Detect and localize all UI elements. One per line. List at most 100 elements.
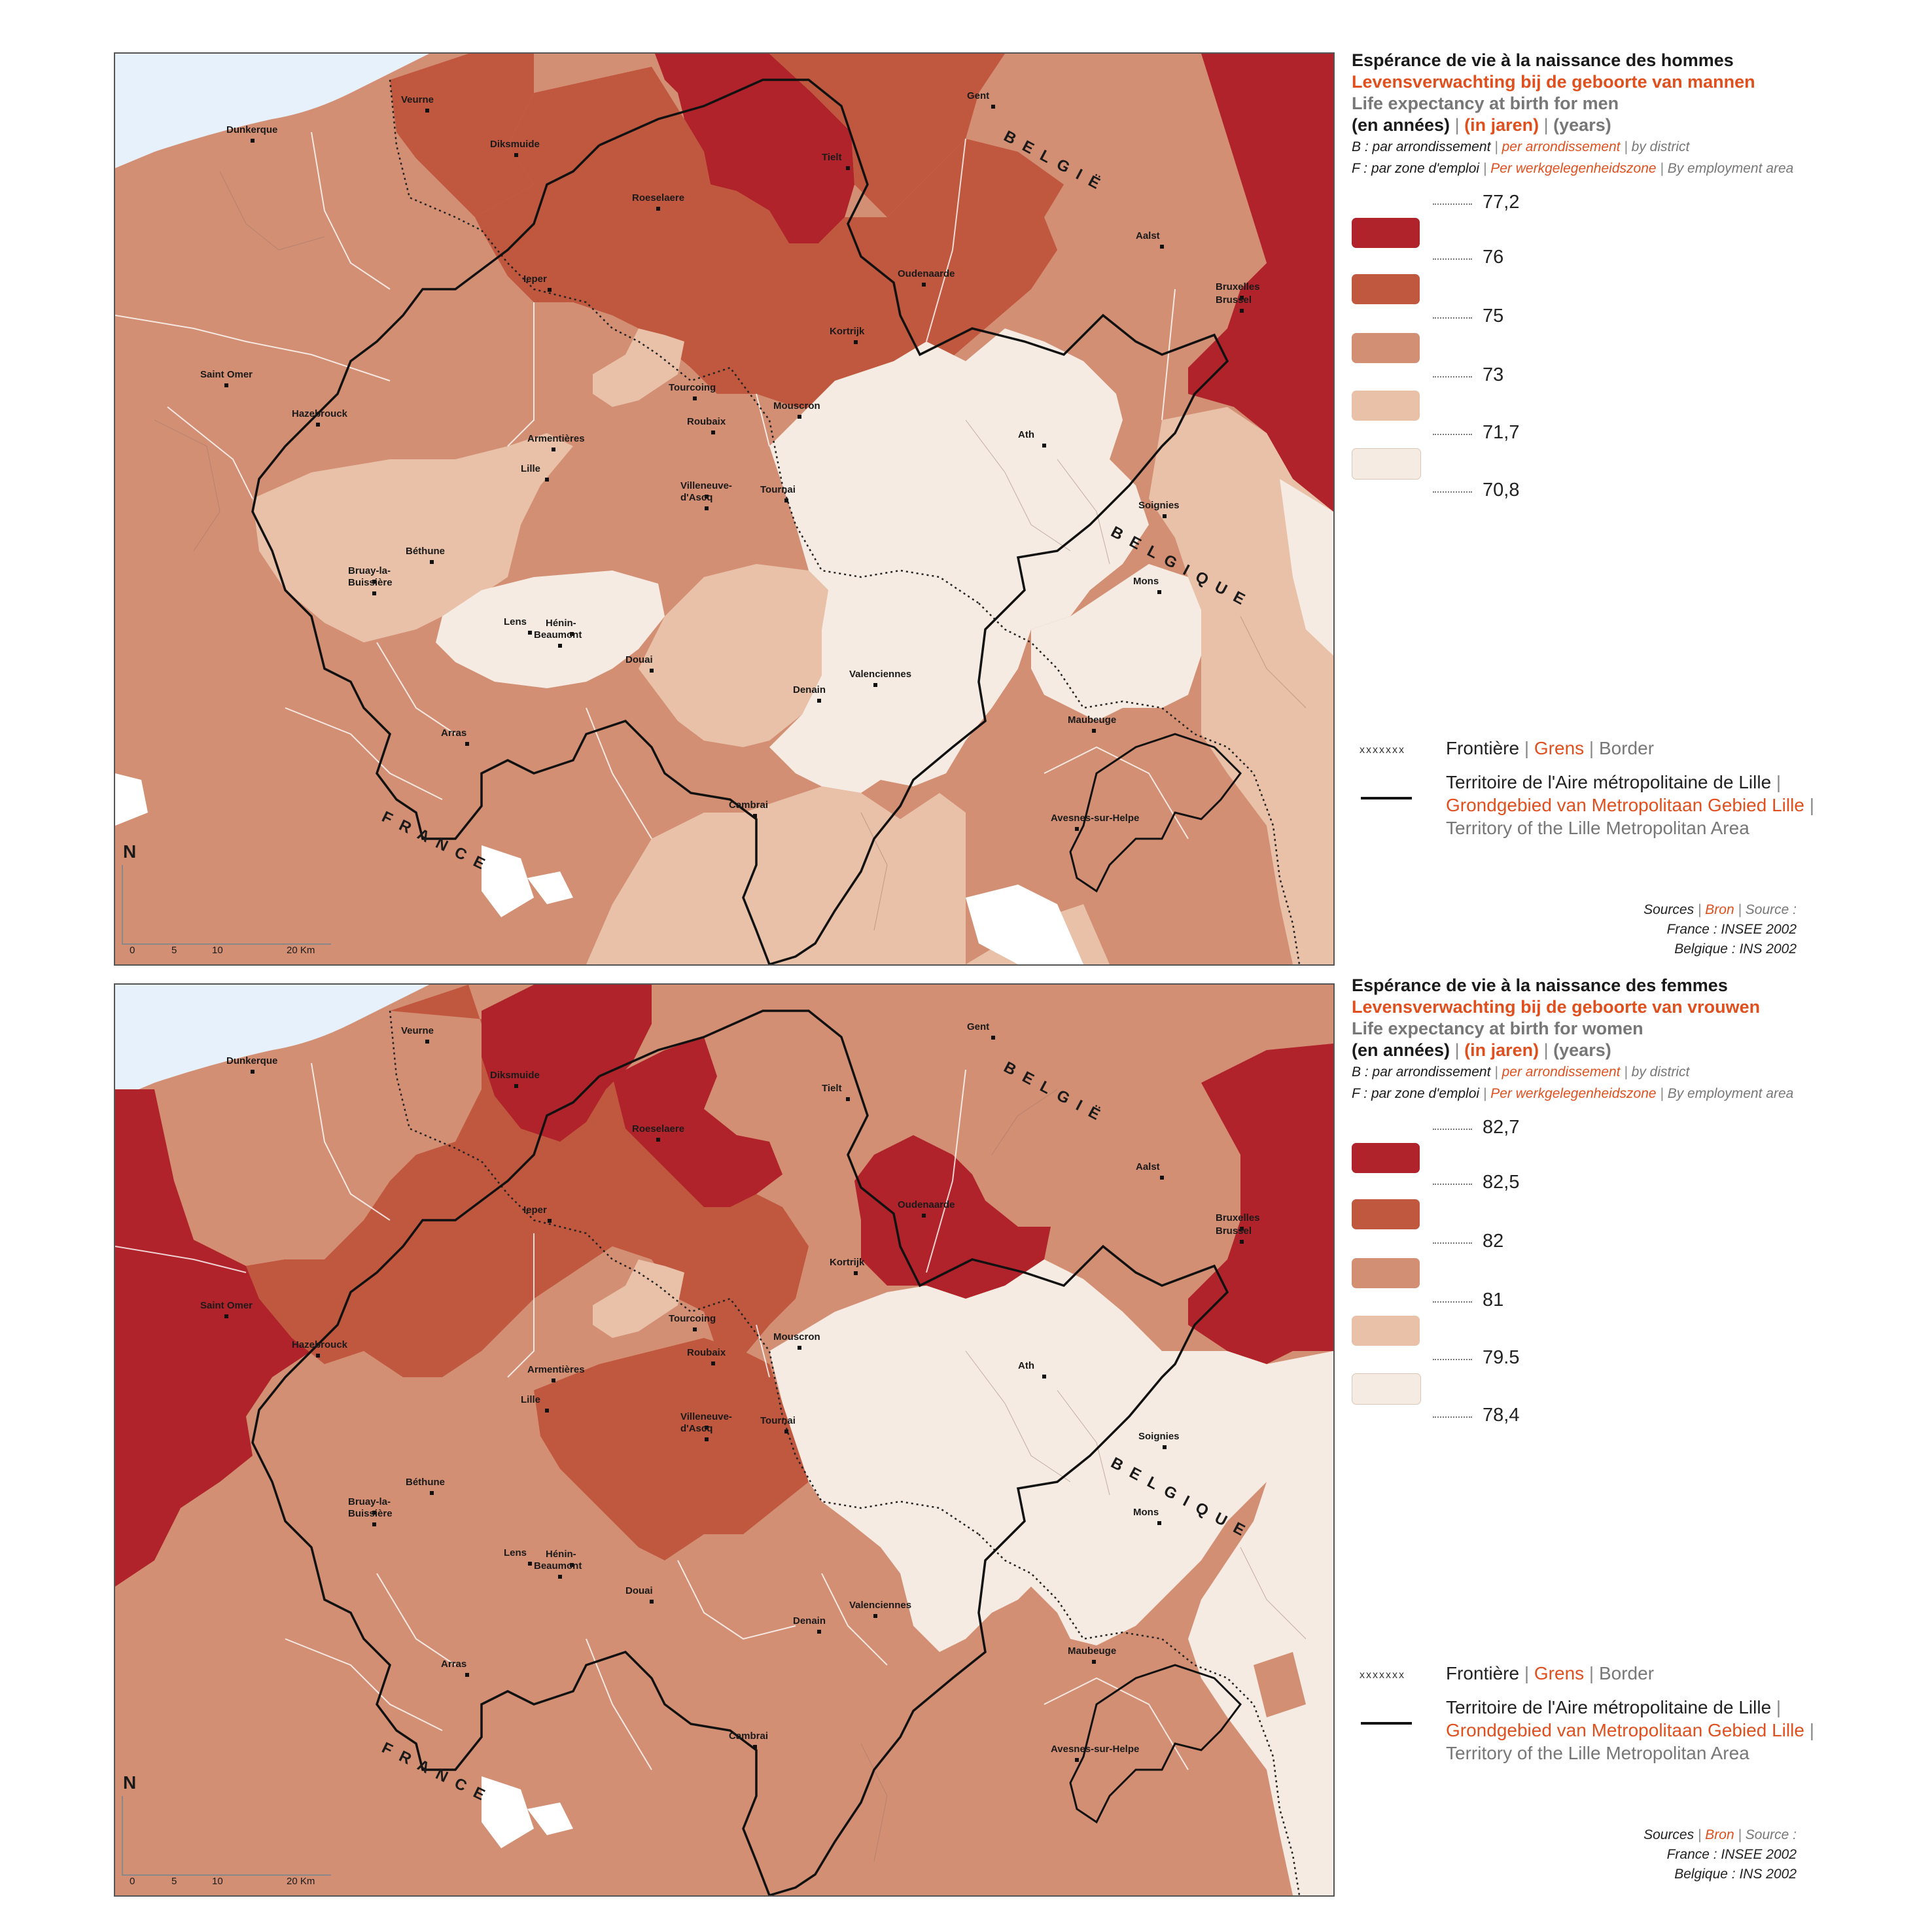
scope-f-en: By employment area xyxy=(1667,161,1794,176)
city-marker xyxy=(705,495,709,499)
map-women-svg xyxy=(115,985,1333,1895)
city-marker xyxy=(873,683,877,687)
city-marker xyxy=(1163,514,1167,518)
scope-f-fr: F : par zone d'emploi xyxy=(1352,1086,1480,1101)
break-value: 82 xyxy=(1483,1231,1504,1252)
area-fr: Territoire de l'Aire métropolitaine de L… xyxy=(1446,772,1772,792)
src-nl: Bron xyxy=(1705,902,1734,917)
city-label: Avesnes-sur-Helpe xyxy=(1051,1744,1140,1755)
city-marker xyxy=(465,1673,469,1677)
city-marker xyxy=(548,1219,552,1223)
source-belgium: Belgique : INS 2002 xyxy=(1674,1867,1797,1882)
unit-line: (en années) | (in jaren) | (years) xyxy=(1352,115,1611,135)
city-label: Tielt xyxy=(822,1083,842,1094)
break-value: 81 xyxy=(1483,1290,1504,1310)
class-swatch xyxy=(1352,1143,1420,1173)
city-marker xyxy=(873,1614,877,1618)
symbol-legend-women: xxxxxxx Frontière | Grens | Border Terri… xyxy=(1352,1662,1927,1793)
class-swatch xyxy=(1352,391,1420,421)
class-legend-men: 77,2 76 75 73 71,7 70,8 xyxy=(1352,190,1927,557)
city-label: Béthune xyxy=(406,546,445,557)
city-label: Beaumont xyxy=(534,1560,582,1572)
city-label: Hazebrouck xyxy=(292,408,348,419)
city-marker xyxy=(784,1430,788,1433)
unit-nl: (in jaren) xyxy=(1464,115,1539,135)
title-nl: Levensverwachting bij de geboorte van vr… xyxy=(1352,997,1761,1017)
class-swatch xyxy=(1352,448,1421,480)
scale-tick-20: 20 Km xyxy=(287,945,315,956)
city-label: Mons xyxy=(1133,1507,1159,1518)
city-label: Saint Omer xyxy=(200,1300,253,1311)
scope-b-nl: per arrondissement xyxy=(1502,139,1621,154)
city-label: Maubeuge xyxy=(1068,1645,1117,1657)
city-label: Diksmuide xyxy=(490,1070,540,1081)
break-value: 71,7 xyxy=(1483,422,1520,443)
city-marker xyxy=(705,1437,709,1441)
city-marker xyxy=(1075,1758,1079,1762)
class-swatch xyxy=(1352,1258,1420,1288)
src-nl: Bron xyxy=(1705,1827,1734,1842)
city-label: Béthune xyxy=(406,1477,445,1488)
break-tick xyxy=(1433,434,1472,435)
city-label: Roeselaere xyxy=(632,192,685,203)
city-marker xyxy=(846,1097,850,1101)
unit-en: (years) xyxy=(1553,115,1611,135)
city-marker xyxy=(548,288,552,292)
scope-f-en: By employment area xyxy=(1667,1086,1794,1101)
city-marker xyxy=(545,1409,549,1413)
north-arrow: N xyxy=(123,841,137,862)
city-marker xyxy=(693,1327,697,1331)
title-en: Life expectancy at birth for women xyxy=(1352,1019,1643,1038)
metro-area-label: Territoire de l'Aire métropolitaine de L… xyxy=(1446,1697,1814,1763)
city-label: Armentières xyxy=(527,433,585,444)
city-marker xyxy=(817,1630,821,1634)
city-label: Roubaix xyxy=(687,1347,726,1358)
city-marker xyxy=(425,109,429,113)
city-marker xyxy=(1240,296,1244,300)
city-label: Bruay-la- xyxy=(348,1496,391,1507)
city-marker xyxy=(705,1426,709,1430)
city-label: Gent xyxy=(967,90,990,101)
scale-tick-5: 5 xyxy=(171,945,177,956)
break-value: 77,2 xyxy=(1483,192,1520,213)
scope-b-en: by district xyxy=(1631,139,1690,154)
city-label: Douai xyxy=(625,654,653,665)
break-value: 75 xyxy=(1483,306,1504,326)
city-label: Avesnes-sur-Helpe xyxy=(1051,813,1140,824)
unit-en: (years) xyxy=(1553,1040,1611,1060)
border-fr: Frontière xyxy=(1446,1663,1520,1683)
city-label: Ieper xyxy=(523,273,547,285)
city-marker xyxy=(650,1600,654,1604)
break-value: 70,8 xyxy=(1483,480,1520,501)
source-france: France : INSEE 2002 xyxy=(1666,922,1797,937)
city-label: Oudenaarde xyxy=(898,1199,955,1210)
city-marker xyxy=(570,632,574,636)
city-marker xyxy=(1092,729,1096,733)
city-label: Bruay-la- xyxy=(348,565,391,576)
city-label: Ieper xyxy=(523,1204,547,1216)
city-marker xyxy=(425,1040,429,1044)
city-marker xyxy=(922,283,926,287)
city-marker xyxy=(558,1575,562,1579)
break-tick xyxy=(1433,203,1472,205)
city-label: Brussel xyxy=(1216,1225,1252,1237)
city-marker xyxy=(1240,1227,1244,1231)
city-label: Mons xyxy=(1133,576,1159,587)
scale-tick-5: 5 xyxy=(171,1876,177,1887)
break-tick xyxy=(1433,376,1472,378)
city-label: Tourcoing xyxy=(669,1313,716,1324)
title-fr: Espérance de vie à la naissance des homm… xyxy=(1352,50,1734,70)
city-label: Mouscron xyxy=(773,1331,820,1343)
city-label: Diksmuide xyxy=(490,139,540,150)
city-marker xyxy=(224,1314,228,1318)
city-marker xyxy=(372,1522,376,1526)
city-label: Tournai xyxy=(760,1415,796,1426)
area-nl: Grondgebied van Metropolitaan Gebied Lil… xyxy=(1446,1720,1804,1740)
city-marker xyxy=(656,207,660,211)
border-symbol: xxxxxxx xyxy=(1360,1670,1405,1681)
city-marker xyxy=(817,699,821,703)
scope-f-line: F : par zone d'emploi | Per werkgelegenh… xyxy=(1352,1086,1794,1101)
metro-area-line-symbol xyxy=(1361,1722,1412,1725)
city-label: Arras xyxy=(441,1659,467,1670)
city-label: Buissière xyxy=(348,577,393,588)
